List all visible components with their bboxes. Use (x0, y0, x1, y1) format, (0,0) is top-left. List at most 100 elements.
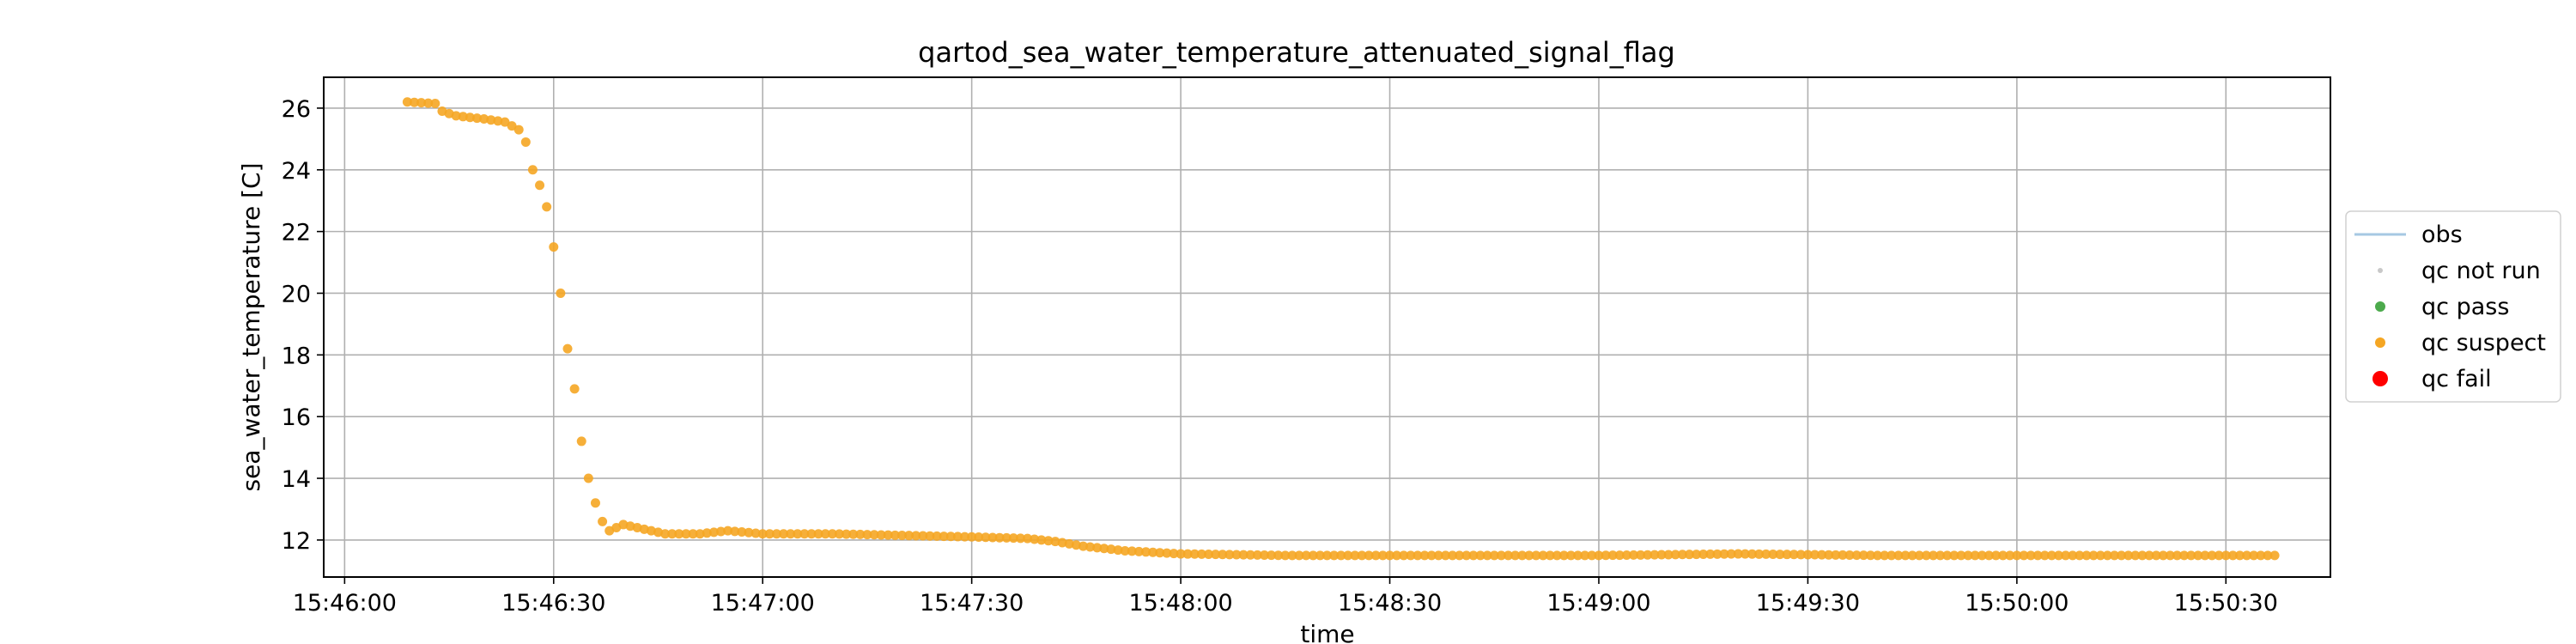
qc-suspect-point (2242, 550, 2252, 561)
qc-suspect-point (1489, 550, 1499, 561)
qc-suspect-point (1433, 550, 1443, 561)
qc-suspect-point (1545, 550, 1555, 561)
qc-suspect-point (1224, 550, 1235, 560)
qc-suspect-point (667, 529, 677, 539)
qc-suspect-point (1023, 533, 1033, 544)
qc-suspect-point (681, 529, 691, 539)
qc-suspect-point (1127, 546, 1137, 556)
qc-suspect-point (1106, 544, 1116, 555)
qc-suspect-point (827, 529, 837, 539)
qc-suspect-point (1245, 550, 1255, 560)
qc-suspect-point (1510, 550, 1521, 561)
qc-suspect-point (876, 530, 886, 540)
qc-suspect-point (967, 532, 977, 542)
qc-suspect-point (925, 531, 935, 541)
qc-suspect-point (1267, 550, 1277, 561)
qc-suspect-point (1692, 550, 1702, 560)
qc-suspect-point (1099, 544, 1109, 554)
y-tick-label: 26 (282, 96, 311, 123)
qc-suspect-point (1949, 550, 1959, 561)
qc-suspect-point (1211, 550, 1221, 560)
qc-suspect-point (2019, 550, 2029, 561)
qc-suspect-point (1789, 550, 1799, 560)
qc-suspect-point (1148, 547, 1158, 557)
qc-suspect-point (1942, 550, 1953, 561)
grid-lines (324, 77, 2330, 577)
qc-suspect-point (1440, 550, 1450, 561)
qc-suspect-point (1419, 550, 1430, 561)
qc-suspect-point (952, 532, 963, 542)
qc-suspect-point (2256, 550, 2266, 561)
qc-suspect-point (1329, 550, 1340, 561)
qc-suspect-point (1294, 550, 1304, 561)
qc-suspect-point (674, 529, 684, 539)
qc-suspect-point (2179, 550, 2190, 561)
x-axis-ticks: 15:46:00 15:46:30 15:47:00 15:47:30 15:48:00… (293, 577, 2278, 617)
qc-suspect-point (2263, 550, 2273, 561)
qc-suspect-point (848, 529, 859, 539)
qc-suspect-point (1085, 542, 1096, 552)
qc-suspect-point (1120, 545, 1130, 556)
x-tick-label: 15:46:00 (293, 590, 397, 617)
qc-suspect-point (1182, 549, 1193, 559)
y-tick-label: 18 (282, 343, 311, 369)
legend-dot-marker (2375, 337, 2385, 348)
qc-suspect-point (2046, 550, 2057, 561)
qc-suspect-point (549, 242, 559, 252)
qc-suspect-point (1761, 549, 1771, 559)
qc-suspect-point (1455, 550, 1465, 561)
qc-suspect-point (737, 527, 747, 538)
y-tick-label: 14 (282, 466, 311, 493)
x-tick-label: 15:49:00 (1546, 590, 1650, 617)
qc-suspect-point (1162, 548, 1172, 558)
y-tick-label: 22 (282, 220, 311, 246)
x-axis-label: time (1300, 620, 1354, 644)
qc-suspect-point (1573, 550, 1583, 561)
qc-suspect-point (1001, 532, 1012, 543)
qc-suspect-point (2235, 550, 2245, 561)
legend-dot-marker (2372, 371, 2388, 386)
qc-suspect-point (1357, 550, 1367, 561)
qc-suspect-point (1273, 550, 1284, 561)
qc-suspect-point (1392, 550, 1402, 561)
qc-suspect-point (1858, 550, 1868, 561)
qc-suspect-point (1831, 550, 1841, 560)
qc-suspect-point (1824, 550, 1834, 560)
qc-suspect-point (1176, 549, 1186, 559)
y-axis-label: sea_water_temperature [C] (237, 162, 265, 491)
qc-suspect-point (479, 114, 489, 124)
qc-suspect-point (939, 532, 949, 542)
qc-suspect-point (1092, 543, 1103, 553)
qc-suspect-point (1928, 550, 1938, 561)
qc-suspect-point (1636, 550, 1646, 560)
qc-suspect-point (2249, 550, 2259, 561)
qc-suspect-point (1998, 550, 2008, 561)
qc-suspect-point (2012, 550, 2022, 561)
qc-suspect-point (1712, 549, 1722, 559)
qc-suspect-point (1196, 549, 1206, 559)
qc-suspect-point (1984, 550, 1994, 561)
qc-suspect-point (1810, 550, 1820, 560)
qc-suspect-point (1204, 550, 1214, 560)
qc-suspect-point (688, 529, 698, 539)
qc-suspect-point (1406, 550, 1416, 561)
qc-suspect-point (2172, 550, 2182, 561)
qc-suspect-point (2102, 550, 2112, 561)
qc-suspect-point (430, 99, 440, 109)
qc-suspect-point (1461, 550, 1472, 561)
qc-suspect-point (1113, 545, 1123, 556)
x-tick-label: 15:48:00 (1128, 590, 1232, 617)
qc-suspect-point (1426, 550, 1437, 561)
qc-suspect-point (897, 531, 908, 540)
qc-suspect-point (723, 526, 733, 536)
plot-frame (323, 76, 2331, 578)
qc-suspect-point (757, 529, 768, 539)
qc-suspect-point (1705, 549, 1716, 559)
qc-suspect-point (1385, 550, 1395, 561)
qc-suspect-point (702, 528, 712, 538)
qc-suspect-point (960, 532, 970, 542)
qc-suspect-point (1649, 550, 1660, 560)
qc-suspect-point (1740, 549, 1750, 559)
qc-suspect-point (486, 115, 496, 125)
